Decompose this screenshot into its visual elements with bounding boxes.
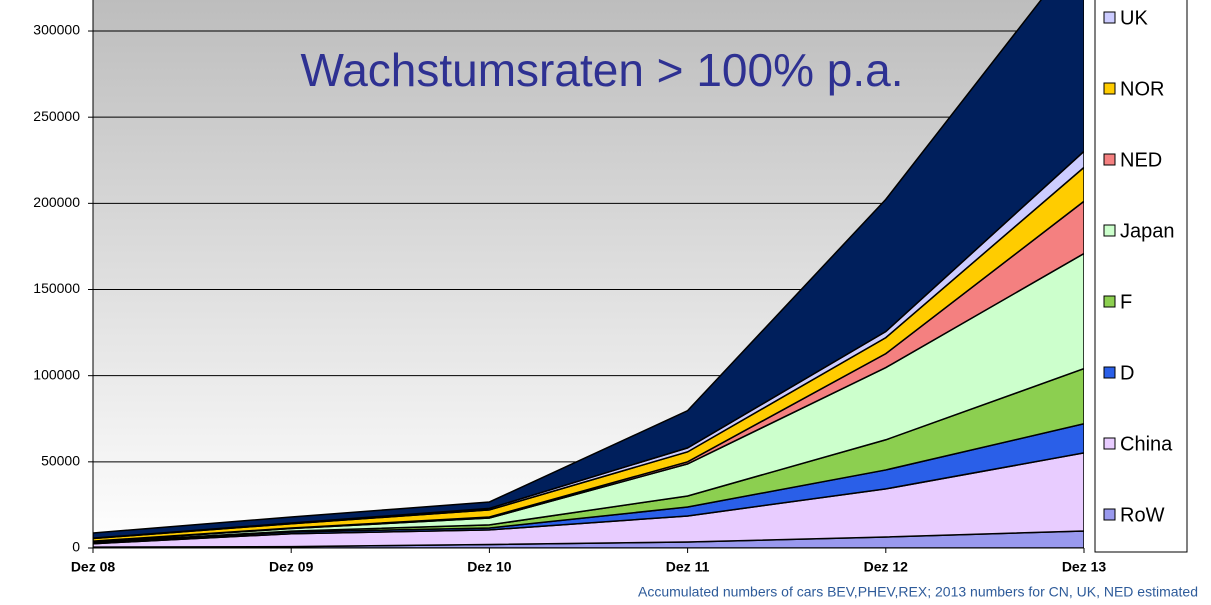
legend-label: D — [1120, 362, 1134, 384]
x-tick-label: Dez 09 — [269, 559, 314, 575]
y-tick-label: 150000 — [33, 280, 80, 296]
y-tick-label: 250000 — [33, 108, 80, 124]
legend-label: RoW — [1120, 504, 1165, 526]
y-tick-label: 300000 — [33, 22, 80, 38]
y-tick-label: 0 — [72, 539, 80, 555]
legend-label: Japan — [1120, 220, 1175, 242]
area — [93, 0, 1084, 539]
legend-label: NED — [1120, 149, 1162, 171]
legend-swatch — [1103, 11, 1116, 24]
x-tick-label: Dez 12 — [864, 559, 909, 575]
legend-swatch — [1103, 508, 1116, 521]
legend-label: NOR — [1120, 78, 1164, 100]
legend-swatch — [1103, 366, 1116, 379]
legend-label: UK — [1120, 7, 1148, 29]
legend-swatch — [1103, 153, 1116, 166]
y-tick-label: 100000 — [33, 366, 80, 382]
legend-label: China — [1120, 433, 1173, 455]
x-tick-label: Dez 08 — [71, 559, 116, 575]
legend-swatch — [1103, 224, 1116, 237]
footnote: Accumulated numbers of cars BEV,PHEV,REX… — [638, 584, 1198, 600]
legend-swatch — [1103, 295, 1116, 308]
y-tick-label: 50000 — [41, 453, 80, 469]
x-tick-label: Dez 13 — [1062, 559, 1107, 575]
legend-label: F — [1120, 291, 1132, 313]
x-tick-label: Dez 10 — [467, 559, 512, 575]
y-tick-label: 200000 — [33, 194, 80, 210]
legend-swatch — [1103, 82, 1116, 95]
chart-title: Wachstumsraten > 100% p.a. — [301, 44, 904, 96]
legend-swatch — [1103, 437, 1116, 450]
x-tick-label: Dez 11 — [666, 559, 710, 575]
